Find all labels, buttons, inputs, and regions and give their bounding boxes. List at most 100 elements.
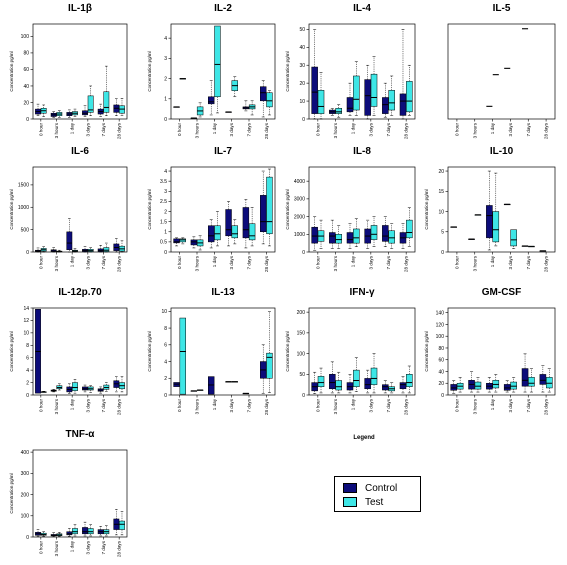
x-tick-label: 1 day: [351, 398, 356, 410]
iqr-box: [190, 239, 198, 246]
y-tick-label: 20: [299, 81, 305, 87]
x-tick-label: 1 day: [490, 255, 495, 267]
panel-il-6: IL-6 Concentration pg/ml 0 500 1000 1500 0 hou…: [9, 146, 128, 272]
y-tick-label: 10: [438, 209, 444, 215]
iqr-box: [388, 230, 395, 244]
x-tick-label: 0 hour: [315, 123, 320, 136]
y-tick-label: 10: [161, 309, 167, 315]
box-test: [474, 377, 482, 393]
box-control: [242, 100, 250, 112]
y-axis-label: Concentration pg/ml: [9, 51, 14, 91]
y-tick-label: 30: [299, 63, 305, 69]
box-test: [335, 371, 342, 394]
y-tick-label: 0: [302, 393, 305, 399]
iqr-box: [87, 528, 94, 535]
y-tick-label: 0: [302, 250, 305, 256]
x-tick-label: 3 hours: [333, 122, 338, 138]
box-control: [311, 216, 318, 251]
x-tick-label: 1 day: [351, 255, 356, 267]
box-test: [56, 110, 63, 118]
x-tick-label: 0 hour: [38, 541, 43, 554]
iqr-box: [474, 381, 482, 390]
x-tick-label: 28 days: [117, 255, 122, 272]
iqr-box: [260, 195, 267, 233]
y-tick-label: 140: [436, 311, 445, 317]
box-control: [364, 369, 371, 394]
box-test: [317, 219, 325, 249]
y-axis-label: Concentration pg/ml: [424, 189, 429, 229]
box-test: [196, 102, 204, 118]
x-tick-label: 3 days: [229, 122, 234, 136]
box-control: [329, 361, 336, 394]
legend-title: Legend: [353, 435, 375, 441]
x-tick-label: 3 days: [85, 540, 90, 554]
x-tick-label: 3 hours: [54, 398, 59, 414]
x-tick-label: 3 days: [368, 398, 373, 412]
box-control: [97, 386, 104, 394]
box-test: [406, 207, 413, 247]
y-tick-label: 2: [164, 76, 167, 82]
box-control: [190, 117, 198, 119]
box-control: [35, 247, 41, 253]
plot-frame: [447, 166, 556, 253]
box-test: [119, 98, 125, 116]
x-tick-label: 7 days: [526, 255, 531, 269]
iqr-box: [521, 368, 529, 387]
box-test: [40, 531, 47, 537]
box-test: [456, 377, 464, 393]
box-control: [468, 371, 475, 393]
box-test: [317, 72, 325, 120]
iqr-box: [546, 377, 553, 389]
iqr-box: [406, 81, 413, 113]
box-test: [87, 247, 94, 253]
box-control: [503, 380, 511, 393]
iqr-box: [370, 225, 378, 240]
panel-il-13: IL-13 Concentration pg/ml 0 2 4 6 8 10 0 hour 3 h…: [147, 287, 276, 415]
iqr-box: [317, 376, 325, 387]
y-tick-label: 6: [26, 356, 29, 362]
box-control: [329, 219, 336, 249]
x-tick-label: 1 day: [490, 122, 495, 134]
x-tick-label: 7 days: [101, 255, 106, 269]
x-tick-label: 7 days: [386, 398, 391, 412]
iqr-box: [492, 211, 500, 243]
y-tick-label: 2: [164, 376, 167, 382]
box-control: [173, 106, 180, 108]
x-tick-label: 3 days: [85, 255, 90, 269]
box-control: [113, 376, 120, 393]
box-test: [119, 511, 125, 536]
iqr-box: [311, 226, 318, 244]
plot-frame: [32, 449, 128, 538]
plot-frame: [308, 307, 416, 396]
iqr-box: [72, 528, 78, 535]
y-tick-label: 4000: [294, 179, 305, 185]
panel-tnf-: TNF-α Concentration pg/ml 0 100 200 300 400 0 h…: [9, 429, 128, 557]
y-tick-label: 4: [164, 359, 167, 365]
panel-ifn-: IFN-γ Concentration pg/ml 0 50 100 150 200 0 ho…: [285, 287, 416, 415]
iqr-box: [179, 238, 186, 243]
iqr-box: [266, 92, 273, 108]
x-tick-label: 3 days: [229, 398, 234, 412]
box-test: [179, 237, 186, 245]
box-test: [317, 367, 325, 394]
y-tick-label: 20: [438, 381, 444, 387]
box-control: [66, 218, 73, 253]
box-test: [510, 229, 517, 250]
y-tick-label: 14: [23, 306, 29, 312]
iqr-box: [103, 91, 110, 113]
iqr-box: [179, 317, 186, 395]
box-test: [231, 76, 238, 98]
x-tick-label: 0 hour: [177, 123, 182, 136]
plot-frame: [170, 307, 276, 396]
box-test: [40, 104, 47, 117]
iqr-box: [119, 520, 125, 530]
panel-il-7: IL-7 Concentration pg/ml 0 0.5 1 1.5 2 2.5 3 3.5 4…: [147, 146, 276, 272]
box-control: [113, 509, 120, 536]
y-tick-label: 500: [21, 227, 30, 233]
box-test: [370, 216, 378, 247]
x-tick-label: 0 hour: [177, 399, 182, 412]
iqr-box: [346, 97, 354, 113]
iqr-box: [399, 382, 407, 390]
x-tick-label: 3 days: [508, 255, 513, 269]
box-control: [521, 245, 529, 247]
